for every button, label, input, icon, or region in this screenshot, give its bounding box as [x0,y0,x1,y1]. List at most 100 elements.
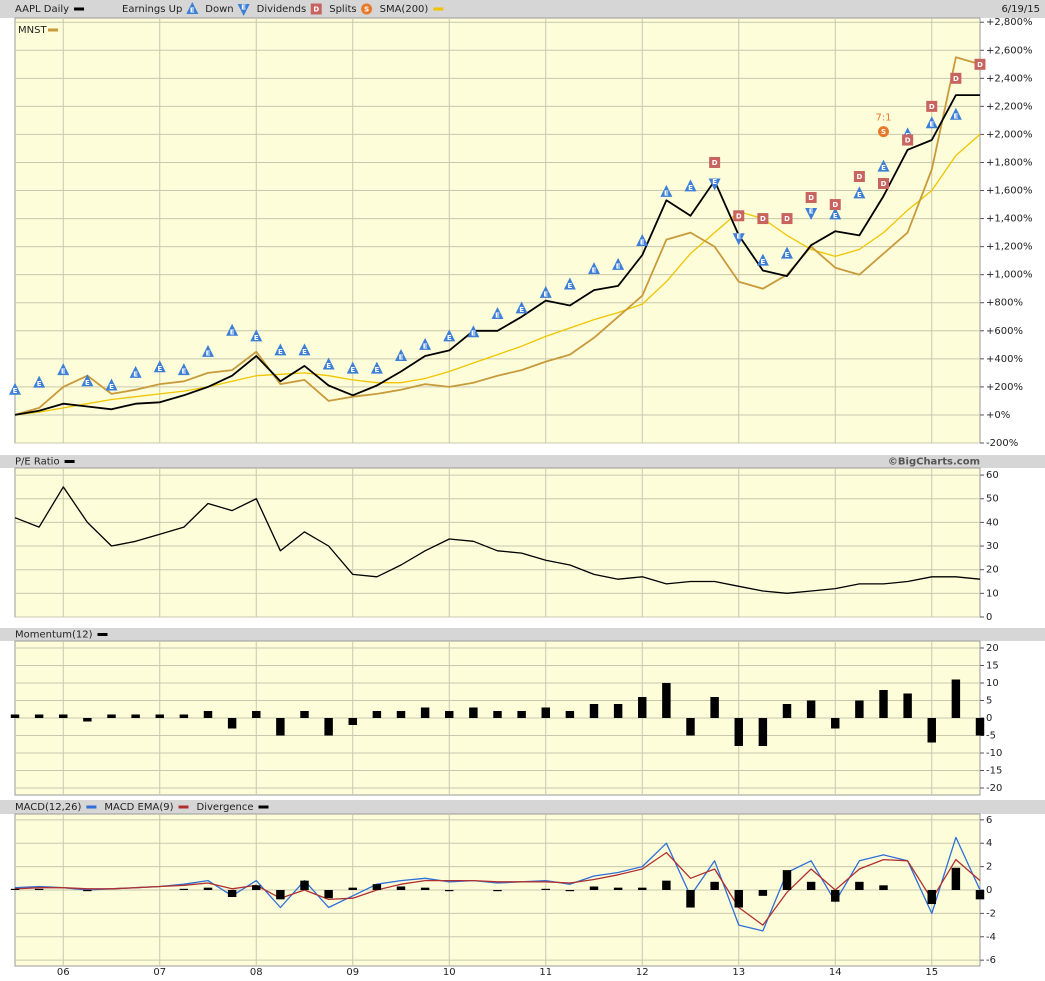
series-line [14,94,980,416]
bar [686,718,695,736]
bar [734,890,743,908]
marker-letter: E [640,239,645,247]
marker-letter: E [109,383,114,391]
plot-area [14,17,981,444]
y-tick-label: 15 [986,661,999,672]
y-tick-label: +2,400% [986,73,1033,84]
bar [686,890,695,908]
bar [324,718,333,736]
y-tick-label: -10 [986,748,1002,759]
marker-letter: D [313,6,319,14]
x-tick-label: 09 [346,967,359,978]
legend-label: MACD EMA(9) [104,802,173,813]
y-tick-label: 60 [986,470,999,481]
y-tick-label: 0 [986,612,992,623]
marker-letter: E [616,262,621,270]
bar [903,693,912,718]
panel-header [0,455,1045,468]
earnings-up-marker [467,325,480,338]
marker-letter: E [241,4,246,12]
bar [179,714,189,718]
bar [396,711,406,718]
marker-letter: D [808,194,814,202]
marker-letter: E [37,380,42,388]
y-tick-label: 6 [986,815,992,826]
bar [517,711,526,718]
y-tick-label: 10 [986,588,999,599]
marker-letter: D [784,215,790,223]
source-credit: ©BigCharts.com [888,457,980,468]
y-tick-label: -2 [986,908,996,919]
y-tick-label: -4 [986,932,996,943]
bar [34,888,44,890]
legend-label: Momentum(12) [15,630,93,641]
y-tick-label: +400% [986,354,1023,365]
earnings-up-marker [322,357,335,370]
marker-letter: S [881,128,886,136]
y-tick-label: 0 [986,713,992,724]
bar [927,890,936,905]
marker-letter: E [519,306,524,314]
earnings-up-marker [202,344,214,357]
marker-letter: D [953,75,959,83]
bar [203,887,213,890]
y-tick-label: +1,600% [986,186,1033,197]
earnings-up-marker [949,107,962,120]
panel-header [0,628,1045,641]
earnings-up-marker [9,382,21,395]
series-line [14,851,981,926]
bar [445,890,454,892]
marker-letter: D [712,159,718,167]
bar [831,890,840,902]
x-tick-label: 10 [443,967,456,978]
marker-letter: E [423,342,428,350]
earnings-up-marker [443,329,456,342]
earnings-up-marker [129,365,142,378]
bar [565,890,575,892]
split-marker [361,3,373,15]
earnings-up-marker [226,323,239,336]
marker-letter: E [592,267,597,275]
earnings-up-marker [636,234,649,247]
y-tick-label: +1,000% [986,270,1033,281]
bar [227,718,237,729]
bar [638,887,647,890]
bar [710,881,719,890]
bar [493,890,502,892]
bar [589,704,599,718]
bar [420,887,430,890]
marker-letter: S [364,6,369,14]
bar [541,707,550,718]
bar [975,718,985,736]
bar [638,697,647,718]
bar [10,714,20,718]
marker-letter: E [374,366,379,374]
y-tick-label: +200% [986,382,1023,393]
y-tick-label: -6 [986,955,996,966]
earnings-up-marker [853,186,866,199]
earnings-up-marker [186,2,199,14]
earnings-down-marker [732,233,745,246]
dividend-marker [926,100,938,112]
y-tick-label: 0 [986,885,992,896]
legend-label: P/E Ratio [15,457,60,468]
bar [662,683,671,718]
x-tick-label: 12 [636,967,649,978]
panel-header [0,800,1045,814]
marker-letter: E [302,348,307,356]
earnings-up-marker [274,343,287,356]
earnings-up-marker [395,349,407,362]
earnings-up-marker [515,301,528,314]
bar [782,870,792,890]
bar [975,890,985,900]
marker-letter: E [857,191,862,199]
dividend-marker [781,213,793,225]
x-tick-label: 11 [539,967,552,978]
bar [565,711,575,718]
marker-letter: E [133,370,138,378]
marker-letter: E [254,334,259,342]
bar [203,711,213,718]
marker-letter: E [350,366,355,374]
y-tick-label: +2,000% [986,129,1033,140]
x-tick-label: 14 [829,967,842,978]
